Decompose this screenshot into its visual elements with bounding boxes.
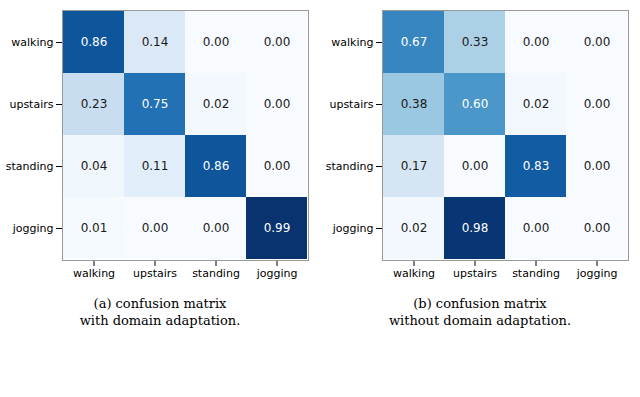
svg-text:0.00: 0.00 <box>462 159 489 173</box>
html-text:(b) confusion matrix without d: (b) confusion matrix without domain adap… <box>388 296 572 328</box>
svg-text:0.00: 0.00 <box>264 35 291 49</box>
html-text:(a) confusion matrix with doma: (a) confusion matrix with domain adaptat… <box>79 296 241 328</box>
svg-text:0.75: 0.75 <box>142 97 169 111</box>
svg-text:0.00: 0.00 <box>203 35 230 49</box>
svg-text:0.17: 0.17 <box>401 159 428 173</box>
svg-text:upstairs: upstairs <box>329 98 373 111</box>
svg-text:0.98: 0.98 <box>462 221 489 235</box>
svg-text:standing: standing <box>6 160 54 173</box>
svg-text:0.00: 0.00 <box>523 221 550 235</box>
svg-text:0.33: 0.33 <box>462 35 489 49</box>
svg-text:0.00: 0.00 <box>264 159 291 173</box>
svg-text:walking: walking <box>11 36 53 49</box>
svg-text:0.00: 0.00 <box>584 97 611 111</box>
svg-text:upstairs: upstairs <box>453 267 497 280</box>
svg-text:jogging: jogging <box>332 222 374 235</box>
svg-text:0.67: 0.67 <box>401 35 428 49</box>
svg-text:0.14: 0.14 <box>142 35 169 49</box>
svg-text:0.86: 0.86 <box>81 35 108 49</box>
svg-text:upstairs: upstairs <box>9 98 53 111</box>
svg-text:0.04: 0.04 <box>81 159 108 173</box>
svg-text:0.60: 0.60 <box>462 97 489 111</box>
svg-text:walking: walking <box>73 267 115 280</box>
svg-text:0.99: 0.99 <box>264 221 291 235</box>
svg-text:0.00: 0.00 <box>584 159 611 173</box>
svg-text:upstairs: upstairs <box>133 267 177 280</box>
svg-text:standing: standing <box>192 267 240 280</box>
svg-text:0.02: 0.02 <box>523 97 550 111</box>
svg-text:walking: walking <box>393 267 435 280</box>
svg-text:standing: standing <box>512 267 560 280</box>
svg-text:jogging: jogging <box>12 222 54 235</box>
svg-text:0.00: 0.00 <box>142 221 169 235</box>
svg-text:0.00: 0.00 <box>264 97 291 111</box>
svg-text:0.00: 0.00 <box>584 221 611 235</box>
svg-text:0.86: 0.86 <box>203 159 230 173</box>
svg-text:jogging: jogging <box>256 267 298 280</box>
svg-text:0.01: 0.01 <box>81 221 108 235</box>
svg-text:0.23: 0.23 <box>81 97 108 111</box>
svg-text:0.02: 0.02 <box>203 97 230 111</box>
svg-text:0.00: 0.00 <box>523 35 550 49</box>
svg-text:0.83: 0.83 <box>523 159 550 173</box>
svg-text:jogging: jogging <box>576 267 618 280</box>
svg-text:0.02: 0.02 <box>401 221 428 235</box>
svg-text:0.38: 0.38 <box>401 97 428 111</box>
svg-text:0.00: 0.00 <box>203 221 230 235</box>
svg-text:standing: standing <box>326 160 374 173</box>
svg-text:0.00: 0.00 <box>584 35 611 49</box>
svg-text:walking: walking <box>331 36 373 49</box>
svg-text:0.11: 0.11 <box>142 159 169 173</box>
